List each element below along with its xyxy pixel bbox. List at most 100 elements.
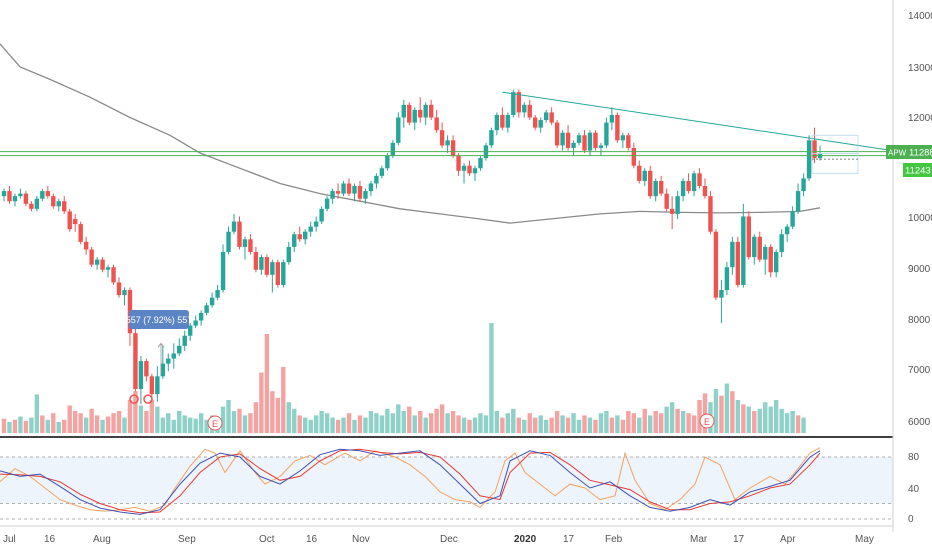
volume-bar	[620, 419, 626, 433]
price-tick-label: 9000	[908, 264, 931, 275]
volume-bar	[533, 417, 538, 433]
volume-bar	[505, 413, 511, 433]
candle-body	[209, 297, 215, 306]
candle-body	[324, 198, 330, 209]
volume-bar	[407, 406, 412, 433]
oscillator	[0, 447, 821, 515]
candle-body	[188, 325, 193, 336]
stoch-k-line	[0, 448, 821, 515]
candle-body	[7, 191, 12, 202]
volume-bar	[226, 400, 231, 433]
candle-body	[275, 262, 281, 285]
volume-bar	[554, 411, 560, 433]
volume-bar	[631, 413, 636, 433]
candle-body	[83, 241, 89, 250]
earnings-marker-1[interactable]: E	[207, 415, 223, 431]
candle-body	[390, 142, 396, 156]
volume-bar	[23, 420, 29, 433]
candle-body	[478, 158, 483, 169]
candle-body	[379, 168, 385, 176]
candle-body	[297, 234, 302, 240]
candle-body	[527, 104, 532, 118]
time-label: 16	[306, 534, 318, 545]
volume-bar	[472, 417, 478, 433]
candle-body	[664, 193, 669, 209]
candle-body	[615, 114, 620, 141]
volume-bar	[757, 408, 762, 433]
candle-body	[511, 92, 516, 115]
price-tick-label: 6000	[908, 417, 931, 428]
candle-body	[363, 191, 368, 199]
candle-body	[319, 208, 324, 222]
candle-body	[598, 145, 604, 148]
candle-body	[23, 193, 29, 204]
candle-body	[669, 208, 675, 214]
price-tick-label: 7000	[908, 365, 931, 376]
candle-body	[193, 320, 198, 326]
candle-body	[407, 104, 412, 123]
volume-bar	[330, 417, 335, 433]
volume-bar	[609, 417, 615, 433]
candle-body	[735, 241, 741, 285]
candle-body	[773, 251, 779, 273]
volume-bar	[719, 395, 724, 433]
volume-bar	[571, 413, 576, 433]
candle-body	[341, 183, 346, 194]
candle-body	[423, 104, 428, 118]
earnings-marker-2[interactable]: E	[699, 413, 715, 429]
volume-bar	[45, 419, 51, 433]
candle-body	[418, 109, 423, 118]
volume-bar	[626, 411, 631, 433]
candle-body	[231, 221, 237, 232]
volume-bar	[379, 415, 385, 433]
volume-bar	[297, 415, 302, 433]
volume-bar	[133, 391, 138, 433]
candle-body	[784, 226, 790, 235]
volume-bar	[89, 408, 94, 433]
moving-average	[0, 43, 821, 224]
volume-bar	[363, 417, 368, 433]
candle-body	[609, 114, 615, 123]
volume-bar	[357, 415, 363, 433]
volume-bar	[669, 402, 675, 433]
candle-body	[29, 203, 34, 209]
volume-bar	[637, 417, 642, 433]
candle-body	[801, 178, 806, 192]
time-label: Dec	[440, 534, 458, 545]
candle-body	[757, 236, 762, 260]
candle-body	[456, 155, 461, 171]
volume-bar	[390, 413, 396, 433]
candle-body	[138, 361, 144, 390]
oscillator-tick-label: 80	[908, 452, 920, 463]
candle-body	[412, 109, 417, 123]
time-label: Nov	[352, 534, 370, 545]
candle-body	[434, 117, 439, 131]
volume-bar	[401, 411, 406, 433]
volume-bar	[522, 419, 527, 433]
volume-bar	[500, 417, 505, 433]
last-price-label: 11288	[909, 148, 932, 159]
candle-body	[40, 191, 45, 199]
candle-body	[45, 191, 51, 197]
measure-label: 557 (7.92%) 557	[126, 315, 193, 325]
candle-body	[719, 290, 724, 298]
volume-bar	[675, 408, 680, 433]
candle-body	[472, 168, 478, 174]
candle-body	[308, 226, 313, 232]
volume-bar	[478, 413, 483, 433]
candle-body	[691, 173, 697, 192]
candle-body	[313, 221, 319, 227]
candle-body	[330, 191, 335, 199]
volume-bar	[697, 400, 702, 433]
candle-body	[270, 262, 275, 275]
measure-arrowhead	[157, 342, 165, 348]
candle-body	[604, 122, 609, 146]
candle-body	[648, 170, 653, 197]
volume-bar	[494, 411, 500, 433]
volume-bar	[319, 411, 324, 433]
candle-body	[177, 345, 182, 354]
candle-body	[653, 180, 658, 197]
earnings-marker-label: E	[704, 417, 710, 427]
volume-bar	[116, 411, 122, 433]
volume-bar	[445, 413, 450, 433]
